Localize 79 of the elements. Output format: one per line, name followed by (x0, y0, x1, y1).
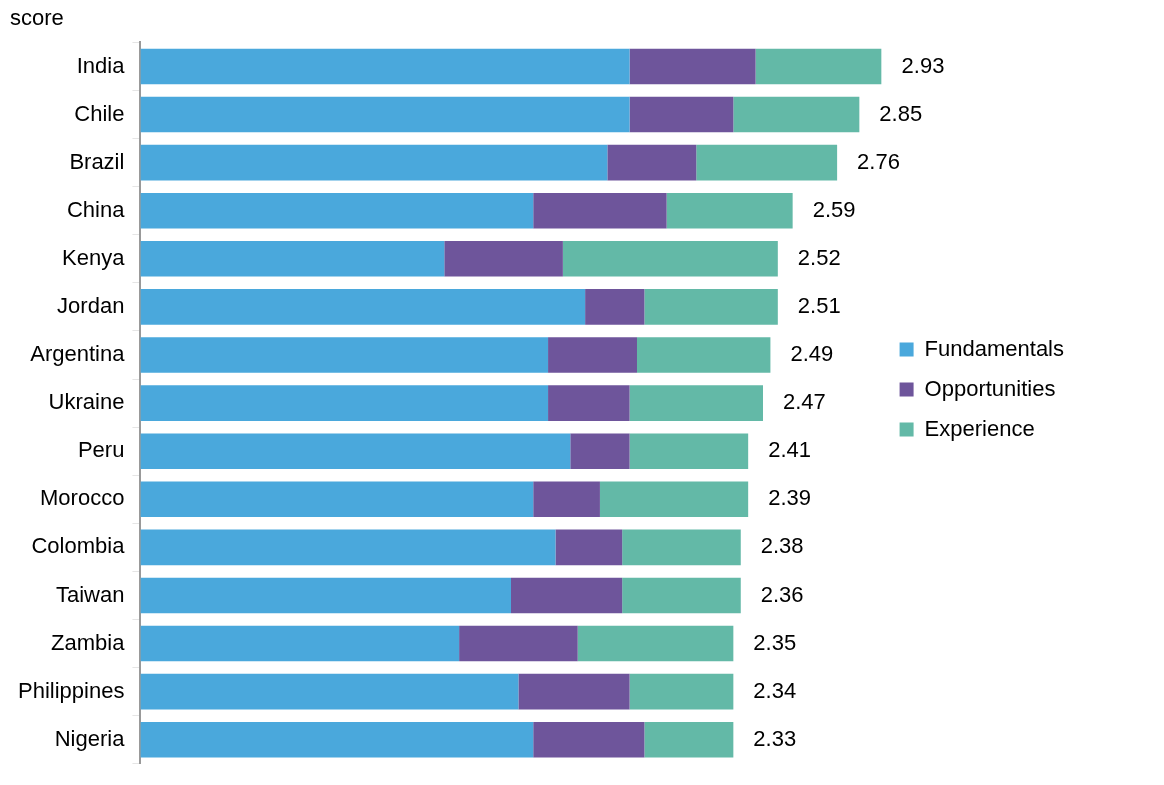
annotation: 2.34 (753, 677, 797, 703)
y-tick-label: Philippines (18, 677, 125, 703)
bar (666, 192, 793, 229)
annotation: 2.41 (768, 437, 811, 463)
legend-label: Opportunities (924, 375, 1056, 401)
bar (140, 289, 586, 325)
y-tick-label: Chile (74, 100, 125, 126)
bar (637, 337, 771, 373)
y-tick-label: China (66, 196, 126, 222)
y-tick-label: Ukraine (48, 389, 125, 415)
annotation: 2.59 (812, 196, 856, 222)
y-tick-label: Zambia (51, 629, 126, 655)
bar (629, 673, 734, 710)
bar (511, 577, 623, 614)
bar (444, 241, 563, 277)
bar (629, 433, 749, 469)
annotation: 2.51 (797, 292, 841, 318)
annotation: 2.52 (797, 244, 841, 270)
bar (644, 289, 778, 325)
y-tick-label: Peru (77, 437, 125, 463)
bar (555, 529, 623, 566)
bar (140, 481, 534, 518)
annotation: 2.38 (760, 533, 804, 559)
bar (585, 289, 645, 325)
annotation: 2.49 (790, 341, 834, 367)
bar (140, 96, 630, 133)
bar (518, 673, 630, 710)
annotation: 2.35 (753, 629, 797, 655)
y-tick-label: Brazil (69, 148, 125, 174)
y-tick-label: Argentina (30, 341, 126, 367)
annotation: 2.76 (857, 148, 900, 174)
legend-label: Fundamentals (924, 335, 1065, 361)
annotation: 2.93 (901, 52, 945, 78)
y-tick-label: India (76, 52, 126, 78)
bar (599, 481, 749, 518)
annotation: 2.36 (760, 581, 804, 607)
bar (629, 96, 734, 133)
bar (140, 241, 445, 277)
bar (696, 144, 838, 181)
bar (140, 48, 630, 85)
bar (570, 433, 630, 469)
annotation: 2.33 (753, 725, 797, 751)
bar (140, 529, 556, 566)
bar (533, 481, 600, 518)
bar (533, 192, 667, 229)
bar (140, 577, 511, 614)
y-tick-label: Morocco (40, 485, 125, 511)
bar (622, 529, 741, 566)
bar (548, 385, 630, 421)
chart-title: score (10, 5, 64, 31)
bar (548, 337, 637, 373)
y-tick-label: Kenya (62, 244, 126, 270)
y-tick-label: Nigeria (54, 725, 126, 751)
y-tick-label: Jordan (57, 292, 125, 318)
bar (607, 144, 697, 181)
bar (140, 673, 519, 710)
bar (140, 337, 549, 373)
bar (629, 48, 756, 85)
bar (140, 144, 608, 181)
annotation: 2.85 (879, 100, 923, 126)
bar (140, 385, 549, 421)
bar (733, 96, 860, 133)
y-tick-label: Taiwan (55, 581, 125, 607)
bar (755, 48, 882, 85)
legend-label: Experience (924, 415, 1035, 441)
annotation: 2.39 (768, 485, 811, 511)
bar (140, 433, 571, 469)
bar (533, 721, 645, 758)
bar (140, 721, 534, 758)
y-tick-label: Colombia (31, 533, 126, 559)
bar (140, 192, 534, 229)
bar (629, 385, 763, 421)
bar (459, 625, 578, 662)
bar (577, 625, 734, 662)
bar (140, 625, 460, 662)
bar (622, 577, 741, 614)
bar (644, 721, 734, 758)
bar (562, 241, 778, 277)
annotation: 2.47 (783, 389, 826, 415)
